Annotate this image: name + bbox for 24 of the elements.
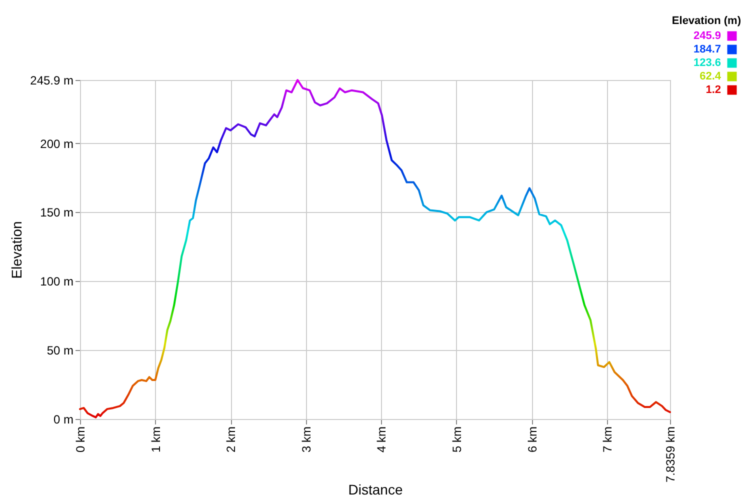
x-tick-label: 5 km xyxy=(450,426,464,453)
line-series xyxy=(79,79,671,418)
y-tick-label: 245.9 m xyxy=(30,74,74,88)
color-bar-title: Elevation (m) xyxy=(672,15,742,27)
y-tick-label: 50 m xyxy=(46,344,74,358)
x-tick-label: 6 km xyxy=(525,426,540,453)
y-tick-label: 200 m xyxy=(40,136,74,151)
x-tick-label: 0 km xyxy=(74,426,88,453)
color-bar-label: 1.2 xyxy=(706,84,721,96)
color-bar-label: 62.4 xyxy=(700,70,722,82)
x-tick-label: 3 km xyxy=(299,426,314,453)
color-bar-label: 245.9 xyxy=(693,30,721,42)
x-tick-label: 2 km xyxy=(224,426,238,453)
x-tick-label: 4 km xyxy=(374,426,389,453)
color-bar-label: 184.7 xyxy=(693,44,721,56)
y-tick-label: 100 m xyxy=(40,274,74,289)
x-axis-title: Distance xyxy=(348,482,403,498)
y-axis-title: Elevation xyxy=(8,221,24,279)
x-tick-label: 7 km xyxy=(600,426,615,453)
y-tick-label: 0 m xyxy=(53,412,74,426)
y-tick-label: 150 m xyxy=(40,206,74,220)
x-tick-label: 1 km xyxy=(148,426,163,453)
color-bar-label: 123.6 xyxy=(693,57,721,69)
x-tick-label: 7.8359 km xyxy=(664,426,678,483)
